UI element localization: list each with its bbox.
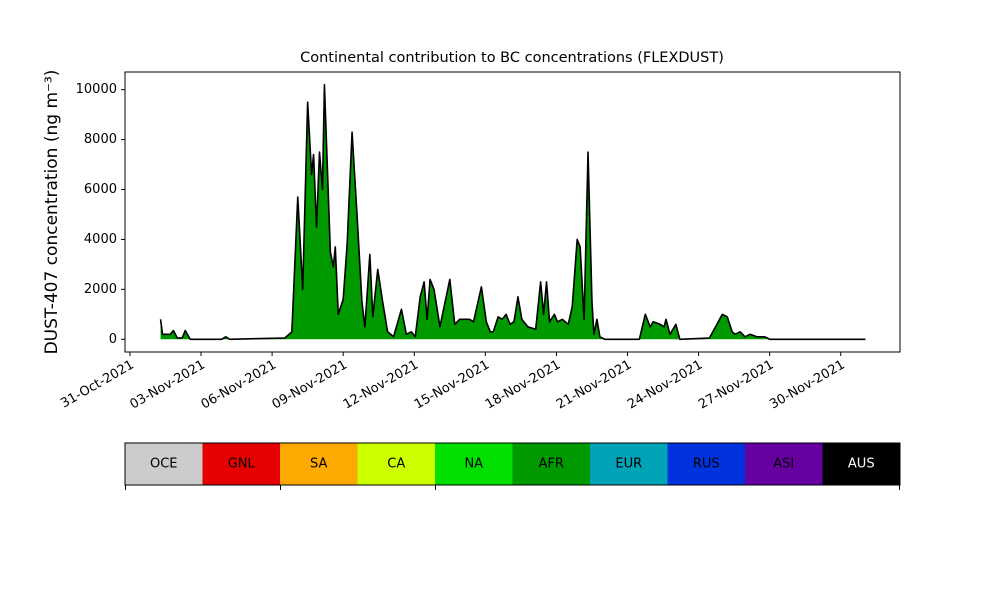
legend-label: RUS — [693, 457, 720, 472]
x-tick-label: 21-Nov-2021 — [554, 358, 634, 413]
legend-label: AFR — [539, 457, 564, 472]
y-tick-label: 0 — [109, 332, 117, 347]
x-tick-label: 18-Nov-2021 — [483, 358, 563, 413]
legend-ticks — [125, 485, 900, 490]
x-tick-label: 27-Nov-2021 — [696, 358, 776, 413]
legend-swatch — [745, 443, 823, 485]
plot-area: 0 2000 4000 6000 8000 10000 31-Oct-202103-Nov-… — [58, 82, 866, 413]
outline — [159, 83, 866, 341]
y-tick-label: 10000 — [76, 82, 117, 97]
x-tick-label: 31-Oct-2021 — [58, 358, 136, 412]
legend-label: CA — [387, 457, 405, 472]
legend-label: EUR — [615, 457, 642, 472]
y-tick-label: 8000 — [84, 132, 117, 147]
y-axis-label: DUST-407 concentration (ng m⁻³) — [42, 70, 62, 355]
legend: OCE GNL SA CA NA AFR EUR RUS ASI AUS — [124, 442, 901, 486]
legend-swatch — [125, 443, 203, 485]
x-tick-label: 03-Nov-2021 — [127, 358, 207, 413]
x-tick-label: 15-Nov-2021 — [412, 358, 492, 413]
legend-swatch — [280, 443, 358, 485]
legend-swatch — [667, 443, 745, 485]
legend-label: AUS — [848, 457, 875, 472]
x-tick-label: 12-Nov-2021 — [341, 358, 421, 413]
legend-swatch — [590, 443, 668, 485]
x-tick-label: 24-Nov-2021 — [625, 358, 705, 413]
x-tick-label: 30-Nov-2021 — [767, 358, 847, 413]
plot-frame — [124, 71, 901, 353]
legend-label: NA — [464, 457, 483, 472]
legend-label: SA — [310, 457, 327, 472]
legend-swatch — [822, 443, 900, 485]
y-tick-label: 6000 — [84, 182, 117, 197]
legend-swatch — [512, 443, 590, 485]
legend-label: ASI — [773, 457, 794, 472]
legend-frame — [124, 442, 901, 486]
legend-swatch — [435, 443, 513, 485]
legend-swatch — [202, 443, 280, 485]
legend-swatch — [357, 443, 435, 485]
y-tick-label: 2000 — [84, 282, 117, 297]
chart-title: Continental contribution to BC concentra… — [300, 50, 724, 66]
x-tick-label: 06-Nov-2021 — [199, 358, 279, 413]
area — [160, 84, 866, 340]
legend-label: GNL — [228, 457, 256, 472]
y-tick-label: 4000 — [84, 232, 117, 247]
legend-label: OCE — [150, 457, 178, 472]
x-tick-label: 09-Nov-2021 — [270, 358, 350, 413]
